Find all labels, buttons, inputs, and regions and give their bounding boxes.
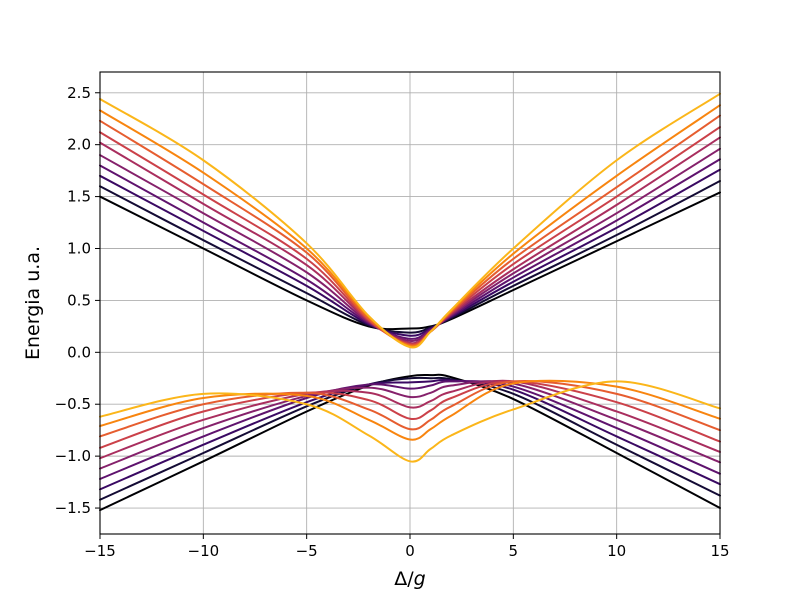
series-6-lower-branch — [99, 380, 721, 449]
series-3-lower-branch — [99, 380, 721, 480]
x-tick-label: 0 — [405, 542, 415, 560]
series-0-upper-branch — [99, 191, 721, 331]
y-tick-label: −0.5 — [55, 395, 91, 413]
x-tick-label: 15 — [710, 542, 729, 560]
x-tick-label: −5 — [296, 542, 318, 560]
series-9-lower-branch — [99, 380, 721, 463]
series-2-lower-branch — [99, 378, 721, 491]
plot-series — [99, 92, 721, 512]
series-7-lower-branch — [99, 380, 721, 438]
x-tick-label: 5 — [509, 542, 519, 560]
series-9-upper-branch — [99, 92, 721, 349]
y-tick-label: −1.5 — [55, 499, 91, 517]
series-4-lower-branch — [99, 380, 721, 470]
y-tick-label: −1.0 — [55, 447, 91, 465]
y-tick-label: 0.0 — [67, 343, 91, 361]
x-tick-label: 10 — [607, 542, 626, 560]
series-1-upper-branch — [99, 180, 721, 334]
x-axis-ticks: −15 −10 −5 0 5 10 15 — [84, 534, 730, 560]
series-5-lower-branch — [99, 379, 721, 460]
y-tick-label: 2.0 — [67, 136, 91, 154]
series-3-upper-branch — [99, 158, 721, 340]
y-tick-label: 0.5 — [67, 291, 91, 309]
y-axis-ticks: −1.5 −1.0 −0.5 0.0 0.5 1.0 1.5 2.0 2.5 — [55, 84, 100, 517]
series-1-lower-branch — [99, 376, 721, 501]
grid — [99, 72, 721, 534]
series-4-upper-branch — [99, 147, 721, 343]
y-tick-label: 1.5 — [67, 188, 91, 206]
series-2-upper-branch — [99, 168, 721, 337]
y-tick-label: 1.0 — [67, 239, 91, 257]
x-tick-label: −10 — [188, 542, 220, 560]
x-tick-label: −15 — [84, 542, 116, 560]
x-axis-label: Δ/g — [394, 568, 425, 590]
y-tick-label: 2.5 — [67, 84, 91, 102]
y-axis-label: Energia u.a. — [22, 246, 44, 360]
series-0-lower-branch — [99, 373, 721, 512]
